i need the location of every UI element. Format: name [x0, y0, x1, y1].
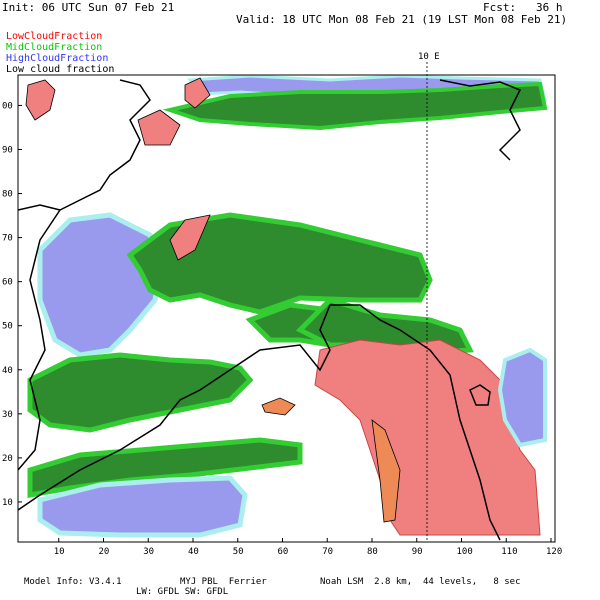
- x-tick-label: 20: [99, 547, 110, 557]
- x-tick-label: 30: [143, 547, 154, 557]
- low-cloud-north-central-patch: [184, 77, 211, 109]
- y-tick-label: 80: [2, 190, 13, 200]
- north-coastline: [59, 79, 151, 211]
- x-tick-label: 120: [546, 547, 562, 557]
- low-cloud-inland-patch: [169, 214, 211, 261]
- mid-cloud-south-band: [27, 437, 303, 498]
- legend-low-cloud-contour: Low cloud fraction: [6, 64, 115, 75]
- y-tick-label: 20: [2, 454, 13, 464]
- forecast-hour-label: Fcst: 36 h: [483, 1, 563, 14]
- y-tick-label: 50: [2, 322, 13, 332]
- low-cloud-coast-patch: [261, 397, 296, 416]
- y-tick-label: 10: [2, 498, 13, 508]
- y-axis-ticks: 10 20 30 40 50 60 70 80 90 00: [2, 101, 22, 508]
- mid-cloud-southwest-band: [27, 352, 254, 433]
- init-time-label: Init: 06 UTC Sun 07 Feb 21: [2, 1, 175, 14]
- island-coastline: [469, 384, 491, 406]
- x-axis-ticks: 10 20 30 40 50 60 70 80 90 100 110 120: [54, 538, 562, 557]
- x-tick-label: 100: [457, 547, 473, 557]
- map-frame: [17, 74, 556, 543]
- low-cloud-north-patch: [137, 109, 181, 146]
- x-tick-label: 80: [367, 547, 378, 557]
- footer-physics: MYJ PBL Ferrier: [180, 577, 267, 587]
- footer-radiation: LW: GFDL SW: GFDL: [136, 587, 229, 597]
- high-cloud-east: [497, 347, 547, 448]
- low-cloud-southeast: [314, 339, 541, 536]
- east-coastline: [439, 79, 522, 161]
- y-tick-label: 00: [2, 101, 13, 111]
- legend-high-cloud: HighCloudFraction: [6, 53, 109, 64]
- low-cloud-northwest-patch: [25, 79, 56, 121]
- mid-cloud-central-band: [126, 212, 433, 315]
- coastlines: [18, 79, 522, 541]
- x-tick-label: 40: [188, 547, 199, 557]
- x-tick-label: 110: [501, 547, 517, 557]
- legend-mid-cloud: MidCloudFraction: [6, 42, 103, 53]
- x-tick-label: 70: [322, 547, 333, 557]
- low-cloud-south-orange: [371, 419, 401, 523]
- map-fields: [25, 75, 548, 538]
- y-tick-label: 30: [2, 410, 13, 420]
- x-tick-label: 10: [54, 547, 65, 557]
- x-tick-label: 60: [278, 547, 289, 557]
- valid-time-label: Valid: 18 UTC Mon 08 Feb 21 (19 LST Mon …: [236, 13, 568, 26]
- y-tick-label: 60: [2, 278, 13, 288]
- meridian-label: 10 E: [418, 52, 440, 62]
- x-tick-label: 50: [233, 547, 244, 557]
- high-cloud-southwest: [37, 475, 248, 538]
- mid-cloud-north-band: [162, 81, 548, 131]
- y-tick-label: 90: [2, 145, 13, 155]
- y-tick-label: 40: [2, 366, 13, 376]
- west-coastline: [18, 204, 62, 471]
- footer-model-info: Model Info: V3.4.1: [24, 577, 122, 587]
- y-tick-label: 70: [2, 234, 13, 244]
- high-cloud-west: [37, 212, 163, 358]
- central-coastline: [18, 304, 501, 541]
- footer-resolution: Noah LSM 2.8 km, 44 levels, 8 sec: [320, 577, 521, 587]
- x-tick-label: 90: [412, 547, 423, 557]
- legend-low-cloud: LowCloudFraction: [6, 31, 103, 42]
